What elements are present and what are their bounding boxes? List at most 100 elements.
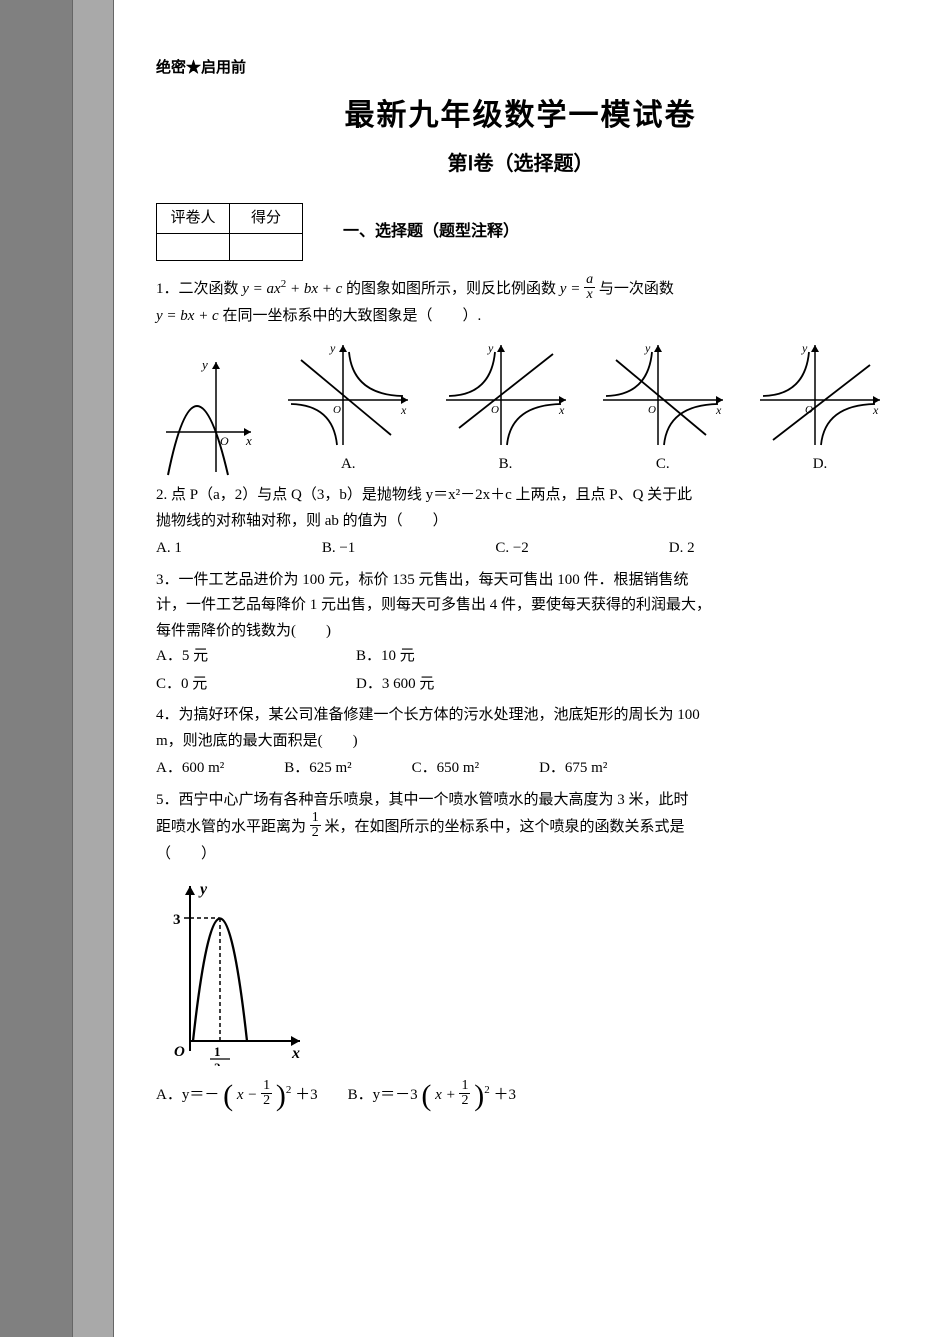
page-binding bbox=[72, 0, 114, 1337]
q4-options: A．600 m² B．625 m² C．650 m² D．675 m² bbox=[156, 756, 885, 782]
score-table: 评卷人 得分 bbox=[156, 203, 303, 262]
q5-half-num: 1 bbox=[310, 811, 321, 825]
svg-text:x: x bbox=[400, 403, 407, 417]
page-subtitle: 第Ⅰ卷（选择题） bbox=[156, 147, 885, 181]
q1-eq2-den: x bbox=[584, 287, 595, 302]
q1-text-c: 与一次函数 bbox=[599, 281, 674, 297]
score-cell-reviewer bbox=[157, 234, 230, 261]
svg-text:O: O bbox=[333, 404, 341, 416]
q1-option-D: x y O D. bbox=[755, 340, 885, 478]
score-row: 评卷人 得分 一、选择题（题型注释） bbox=[156, 203, 885, 262]
q1-figures-row: x y O x y O bbox=[156, 340, 885, 478]
q4-opt-C: C．650 m² bbox=[412, 756, 479, 782]
q4-opt-D: D．675 m² bbox=[539, 756, 607, 782]
q5-options-row: A．y＝－ ( x − 1 2 )2 ＋3 B．y＝－3 ( x + 1 2 )… bbox=[156, 1081, 885, 1110]
document-viewport: 绝密★启用前 最新九年级数学一模试卷 第Ⅰ卷（选择题） 评卷人 得分 一、选择题… bbox=[0, 0, 945, 1337]
svg-text:x: x bbox=[245, 433, 252, 448]
q3-opt-C: C．0 元 bbox=[156, 672, 356, 698]
q1-text-b: 的图象如图所示，则反比例函数 bbox=[346, 281, 560, 297]
q3-options: A．5 元 B．10 元 C．0 元 D．3 600 元 bbox=[156, 644, 885, 697]
q5-optA-frac: 1 2 bbox=[261, 1079, 272, 1108]
q5-optB-post: ＋3 bbox=[493, 1087, 516, 1103]
q5-optB-x: x + bbox=[435, 1087, 456, 1103]
svg-text:x: x bbox=[558, 403, 565, 417]
q1-optC-svg: x y O bbox=[598, 340, 728, 450]
svg-text:y: y bbox=[801, 341, 808, 355]
q5-optB-num: 1 bbox=[459, 1079, 470, 1093]
score-cell-score bbox=[230, 234, 303, 261]
q5-svg: x y O 3 1 2 bbox=[160, 876, 310, 1066]
q1-option-C: x y O C. bbox=[598, 340, 728, 478]
q1-eq1-rhs: + bx + c bbox=[286, 281, 342, 297]
rparen-icon: ) bbox=[276, 1079, 286, 1112]
table-row: 评卷人 得分 bbox=[157, 203, 303, 234]
q3-line1: 3．一件工艺品进价为 100 元，标价 135 元售出，每天可售出 100 件．… bbox=[156, 568, 885, 594]
svg-text:y: y bbox=[487, 341, 494, 355]
q1-text-e: 在同一坐标系中的大致图象是（ ）. bbox=[222, 308, 481, 324]
q1-given-figure: x y O bbox=[156, 357, 256, 477]
page-title: 最新九年级数学一模试卷 bbox=[156, 90, 885, 141]
question-5: 5．西宁中心广场有各种音乐喷泉，其中一个喷水管喷水的最大高度为 3 米，此时 距… bbox=[156, 788, 885, 868]
question-3: 3．一件工艺品进价为 100 元，标价 135 元售出，每天可售出 100 件．… bbox=[156, 568, 885, 698]
svg-text:O: O bbox=[174, 1044, 185, 1060]
q2-opt-A: A. 1 bbox=[156, 536, 182, 562]
q1-optD-svg: x y O bbox=[755, 340, 885, 450]
q5-line3: （ ） bbox=[156, 842, 885, 868]
q1-optB-svg: x y O bbox=[441, 340, 571, 450]
q2-opt-D: D. 2 bbox=[669, 536, 695, 562]
q5-half-den: 2 bbox=[310, 825, 321, 840]
q5-optA-den: 2 bbox=[261, 1093, 272, 1108]
q4-line1: 4．为搞好环保，某公司准备修建一个长方体的污水处理池，池底矩形的周长为 100 bbox=[156, 703, 885, 729]
q1-label-A: A. bbox=[283, 452, 413, 478]
table-row bbox=[157, 234, 303, 261]
q2-line1: 2. 点 P（a，2）与点 Q（3，b）是抛物线 y＝x²－2x＋c 上两点，且… bbox=[156, 483, 885, 509]
exam-page: 绝密★启用前 最新九年级数学一模试卷 第Ⅰ卷（选择题） 评卷人 得分 一、选择题… bbox=[114, 0, 945, 1337]
svg-text:3: 3 bbox=[173, 912, 181, 928]
q3-line3: 每件需降价的钱数为( ) bbox=[156, 619, 885, 645]
q1-optA-svg: x y O bbox=[283, 340, 413, 450]
q1-given-svg: x y O bbox=[156, 357, 256, 477]
q5-opt-A: A．y＝－ ( x − 1 2 )2 ＋3 bbox=[156, 1081, 318, 1110]
question-4: 4．为搞好环保，某公司准备修建一个长方体的污水处理池，池底矩形的周长为 100 … bbox=[156, 703, 885, 782]
svg-text:1: 1 bbox=[214, 1044, 221, 1059]
q5-half-frac: 1 2 bbox=[310, 811, 321, 840]
q4-opt-A: A．600 m² bbox=[156, 756, 224, 782]
q1-eq2-num: a bbox=[584, 273, 595, 287]
q1-label-C: C. bbox=[598, 452, 728, 478]
q1-option-A: x y O A. bbox=[283, 340, 413, 478]
svg-text:O: O bbox=[491, 404, 499, 416]
q2-options: A. 1 B. −1 C. −2 D. 2 bbox=[156, 536, 885, 562]
q5-optA-x: x − bbox=[237, 1087, 258, 1103]
q5-optA-post: ＋3 bbox=[295, 1087, 318, 1103]
q2-opt-C: C. −2 bbox=[495, 536, 528, 562]
svg-text:y: y bbox=[198, 881, 208, 898]
q1-label-D: D. bbox=[755, 452, 885, 478]
q5-opt-B: B．y＝－3 ( x + 1 2 )2 ＋3 bbox=[348, 1081, 516, 1110]
q5-line1: 5．西宁中心广场有各种音乐喷泉，其中一个喷水管喷水的最大高度为 3 米，此时 bbox=[156, 788, 885, 814]
section-heading: 一、选择题（题型注释） bbox=[343, 218, 519, 245]
q5-optA-num: 1 bbox=[261, 1079, 272, 1093]
svg-text:x: x bbox=[291, 1045, 300, 1062]
q1-text-d: y = bx + c bbox=[156, 308, 219, 324]
q5-optB-frac: 1 2 bbox=[459, 1079, 470, 1108]
q3-opt-D: D．3 600 元 bbox=[356, 672, 556, 698]
q1-label-B: B. bbox=[441, 452, 571, 478]
q2-opt-B: B. −1 bbox=[322, 536, 355, 562]
q1-eq2-frac: a x bbox=[584, 273, 595, 302]
q3-opt-B: B．10 元 bbox=[356, 644, 556, 670]
q1-eq1-lhs: y = ax bbox=[242, 281, 280, 297]
q1-eq2-lhs: y = bbox=[560, 281, 584, 297]
lparen-icon: ( bbox=[223, 1079, 233, 1112]
q1-text-a: 1．二次函数 bbox=[156, 281, 242, 297]
q2-line2: 抛物线的对称轴对称，则 ab 的值为（ ） bbox=[156, 509, 885, 535]
svg-text:x: x bbox=[872, 403, 879, 417]
svg-text:y: y bbox=[329, 341, 336, 355]
q5-line2b: 米，在如图所示的坐标系中，这个喷泉的函数关系式是 bbox=[325, 819, 685, 835]
q1-option-B: x y O B. bbox=[441, 340, 571, 478]
q5-figure: x y O 3 1 2 bbox=[160, 876, 885, 1076]
svg-text:y: y bbox=[644, 341, 651, 355]
svg-text:2: 2 bbox=[214, 1060, 221, 1066]
q4-opt-B: B．625 m² bbox=[284, 756, 351, 782]
question-1: 1．二次函数 y = ax2 + bx + c 的图象如图所示，则反比例函数 y… bbox=[156, 275, 885, 330]
q4-line2: m，则池底的最大面积是( ) bbox=[156, 729, 885, 755]
